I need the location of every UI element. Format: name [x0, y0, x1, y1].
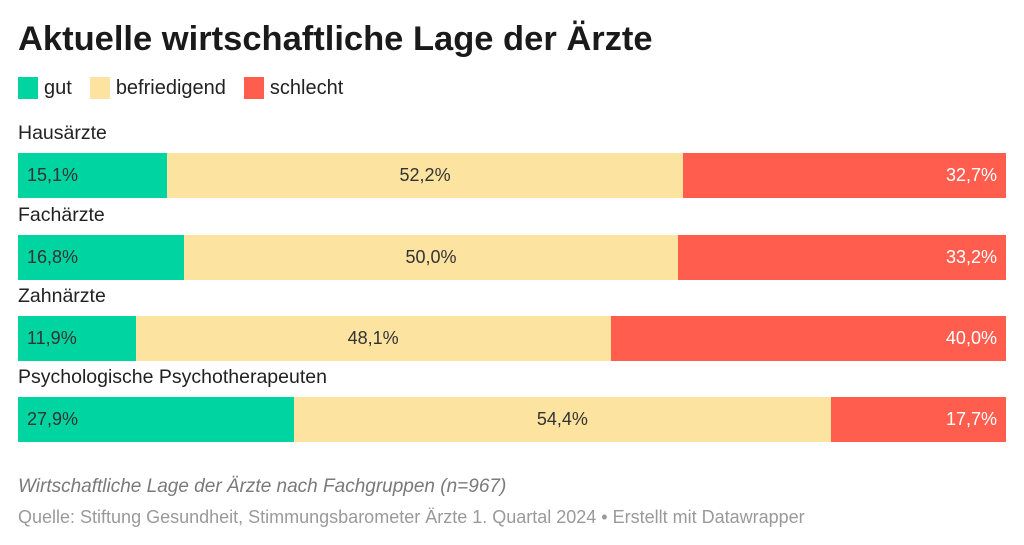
legend-item-gut: gut	[18, 77, 72, 99]
bar-segment-schlecht: 32,7%	[682, 153, 1006, 198]
row-label: Hausärzte	[18, 122, 107, 144]
value-label: 16,8%	[27, 247, 79, 267]
bar-segment-schlecht: 40,0%	[610, 316, 1006, 361]
bar-segment-befriedigend: 48,1%	[135, 316, 611, 361]
bar-segment-befriedigend: 50,0%	[183, 235, 678, 280]
value-label: 15,1%	[27, 165, 79, 185]
stacked-bar: 16,8% 50,0% 33,2%	[18, 235, 1006, 280]
bar-row-hausaerzte: Hausärzte 15,1% 52,2% 32,7%	[18, 122, 1006, 198]
value-label: 48,1%	[347, 328, 399, 348]
legend: gut befriedigend schlecht	[18, 77, 343, 99]
value-label: 33,2%	[945, 247, 997, 267]
bar-row-fachaerzte: Fachärzte 16,8% 50,0% 33,2%	[18, 204, 1006, 280]
stacked-bar: 11,9% 48,1% 40,0%	[18, 316, 1006, 361]
legend-swatch-befriedigend	[89, 77, 110, 99]
legend-swatch-gut	[18, 77, 38, 99]
legend-item-befriedigend: befriedigend	[89, 77, 226, 99]
value-label: 54,4%	[536, 409, 588, 429]
bar-segment-schlecht: 17,7%	[831, 397, 1006, 442]
chart-title: Aktuelle wirtschaftliche Lage der Ärzte	[18, 20, 653, 58]
legend-label-befriedigend: befriedigend	[115, 77, 226, 99]
bar-segment-schlecht: 33,2%	[677, 235, 1006, 280]
bar-segment-gut: 15,1%	[18, 153, 168, 198]
value-label: 40,0%	[945, 328, 997, 348]
chart-notes: Wirtschaftliche Lage der Ärzte nach Fach…	[18, 476, 507, 497]
value-label: 32,7%	[945, 165, 997, 185]
row-label: Psychologische Psychotherapeuten	[18, 366, 327, 388]
legend-swatch-schlecht	[243, 77, 264, 99]
stacked-bar: 15,1% 52,2% 32,7%	[18, 153, 1006, 198]
bar-row-psychotherapeuten: Psychologische Psychotherapeuten 27,9% 5…	[18, 366, 1006, 442]
bar-segment-befriedigend: 52,2%	[167, 153, 683, 198]
bar-segment-gut: 16,8%	[18, 235, 184, 280]
legend-label-schlecht: schlecht	[269, 77, 344, 99]
bar-row-zahnaerzte: Zahnärzte 11,9% 48,1% 40,0%	[18, 285, 1006, 361]
bar-segment-gut: 11,9%	[18, 316, 136, 361]
value-label: 11,9%	[27, 328, 77, 348]
legend-label-gut: gut	[44, 77, 72, 99]
bar-segment-gut: 27,9%	[18, 397, 294, 442]
chart-source: Quelle: Stiftung Gesundheit, Stimmungsba…	[18, 507, 805, 527]
value-label: 52,2%	[399, 165, 451, 185]
stacked-bar: 27,9% 54,4% 17,7%	[18, 397, 1006, 442]
value-label: 50,0%	[405, 247, 457, 267]
value-label: 17,7%	[945, 409, 997, 429]
row-label: Fachärzte	[18, 204, 105, 226]
legend-item-schlecht: schlecht	[243, 77, 344, 99]
value-label: 27,9%	[27, 409, 79, 429]
row-label: Zahnärzte	[18, 285, 106, 307]
bar-segment-befriedigend: 54,4%	[293, 397, 832, 442]
